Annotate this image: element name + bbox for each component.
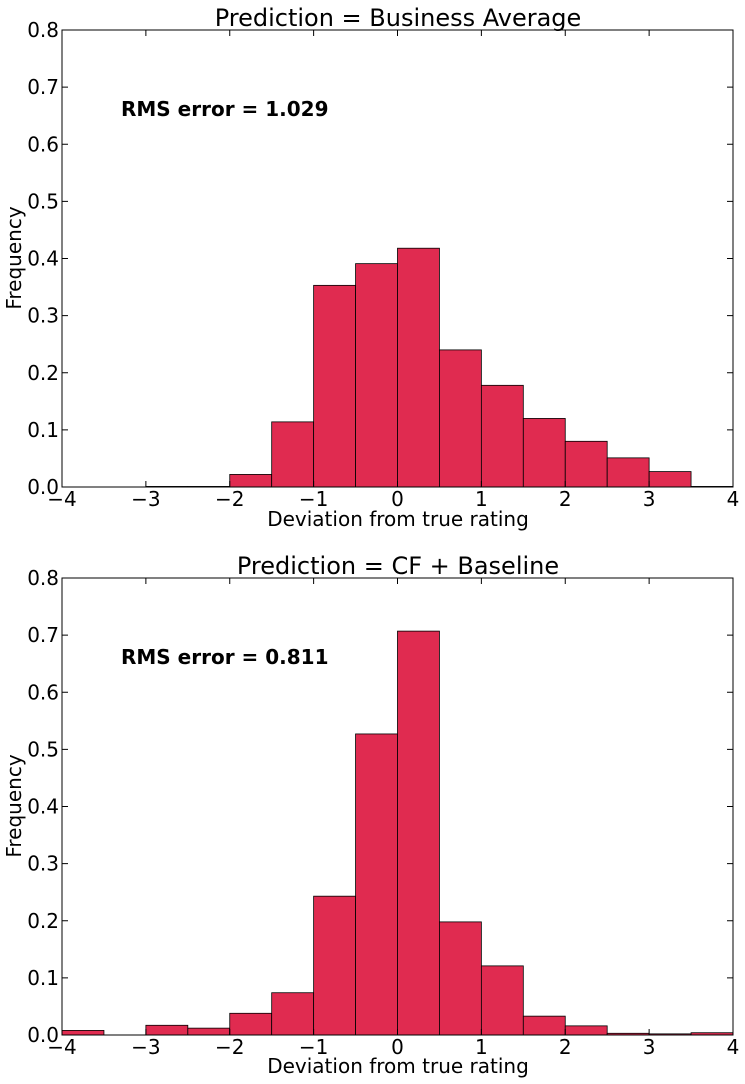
y-tick-label: 0.5 xyxy=(27,737,59,761)
y-tick-label: 0.4 xyxy=(27,247,59,271)
y-tick-label: 0.2 xyxy=(27,909,59,933)
x-tick-label: −1 xyxy=(299,1035,328,1059)
y-tick-label: 0.7 xyxy=(27,623,59,647)
x-tick-label: 0 xyxy=(391,487,404,511)
x-tick-label: −1 xyxy=(299,487,328,511)
histogram-bar xyxy=(145,1024,189,1036)
x-tick-label: −3 xyxy=(131,487,160,511)
x-tick-label: 3 xyxy=(643,1035,656,1059)
histogram-bar xyxy=(313,895,356,1036)
y-tick-label: 0.6 xyxy=(27,132,59,156)
histogram-bar xyxy=(648,471,692,488)
x-tick-label: 2 xyxy=(559,487,572,511)
y-tick-label: 0.8 xyxy=(27,566,59,590)
histogram-bar xyxy=(397,247,440,488)
histogram-bar xyxy=(564,440,608,488)
y-ticks-group: 0.0 0.1 0.2 0.3 0.4 0.5 0.6 0.7 0.8 xyxy=(27,566,733,1047)
x-ticks-group: −4 −3 −2 −1 0 1 2 3 4 xyxy=(47,30,739,511)
x-tick-label: 3 xyxy=(643,487,656,511)
histogram-bar xyxy=(480,384,524,488)
rms-annotation: RMS error = 0.811 xyxy=(121,645,329,669)
histogram-bar xyxy=(439,349,482,488)
x-tick-label: 2 xyxy=(559,1035,572,1059)
x-tick-label: −2 xyxy=(215,1035,244,1059)
y-tick-label: 0.3 xyxy=(27,852,59,876)
x-tick-label: −4 xyxy=(47,1035,76,1059)
y-tick-label: 0.8 xyxy=(27,18,59,42)
histogram-bar xyxy=(439,921,482,1036)
histogram-bar xyxy=(397,630,440,1036)
x-tick-label: 4 xyxy=(727,1035,740,1059)
histogram-bar xyxy=(480,965,524,1036)
chart-title: Prediction = Business Average xyxy=(215,4,582,32)
x-tick-label: 0 xyxy=(391,1035,404,1059)
histogram-bar xyxy=(229,474,273,488)
y-axis-label: Frequency xyxy=(2,206,26,309)
x-axis-label: Deviation from true rating xyxy=(267,507,529,531)
histogram-bar xyxy=(355,733,398,1036)
y-axis-label: Frequency xyxy=(2,754,26,857)
histogram-bar xyxy=(271,421,315,488)
bars-group xyxy=(145,247,734,488)
histogram-bar xyxy=(313,284,356,488)
histogram-bar xyxy=(522,1015,566,1036)
y-tick-label: 0.2 xyxy=(27,361,59,385)
histogram-bar xyxy=(271,992,315,1036)
histogram-bar xyxy=(187,1027,231,1036)
y-tick-label: 0.4 xyxy=(27,795,59,819)
x-tick-label: −4 xyxy=(47,487,76,511)
histogram-bar xyxy=(522,418,566,488)
panel-business-average: Prediction = Business Average −4 −3 −2 −1 0 1… xyxy=(2,4,739,531)
chart-title: Prediction = CF + Baseline xyxy=(237,552,559,580)
x-tick-label: −2 xyxy=(215,487,244,511)
y-tick-label: 0.5 xyxy=(27,189,59,213)
y-tick-label: 0.7 xyxy=(27,75,59,99)
panel-cf-baseline: Prediction = CF + Baseline −4 −3 −2 −1 0 1 2 3 4… xyxy=(2,552,739,1078)
histogram-bar xyxy=(229,1012,273,1036)
y-tick-label: 0.0 xyxy=(27,475,59,499)
y-tick-label: 0.0 xyxy=(27,1023,59,1047)
y-tick-label: 0.3 xyxy=(27,304,59,328)
y-tick-label: 0.1 xyxy=(27,418,59,442)
y-ticks-group: 0.0 0.1 0.2 0.3 0.4 0.5 0.6 0.7 0.8 xyxy=(27,18,733,499)
histogram-bar xyxy=(355,263,398,488)
y-tick-label: 0.1 xyxy=(27,966,59,990)
x-tick-label: 1 xyxy=(475,1035,488,1059)
x-tick-label: −3 xyxy=(131,1035,160,1059)
histogram-bar xyxy=(606,457,650,488)
y-tick-label: 0.6 xyxy=(27,680,59,704)
bars-group xyxy=(61,630,734,1036)
x-tick-label: 4 xyxy=(727,487,740,511)
x-tick-label: 1 xyxy=(475,487,488,511)
x-ticks-group: −4 −3 −2 −1 0 1 2 3 4 xyxy=(47,578,739,1059)
x-axis-label: Deviation from true rating xyxy=(267,1054,529,1078)
histogram-bar xyxy=(564,1025,608,1036)
rms-annotation: RMS error = 1.029 xyxy=(121,97,329,121)
